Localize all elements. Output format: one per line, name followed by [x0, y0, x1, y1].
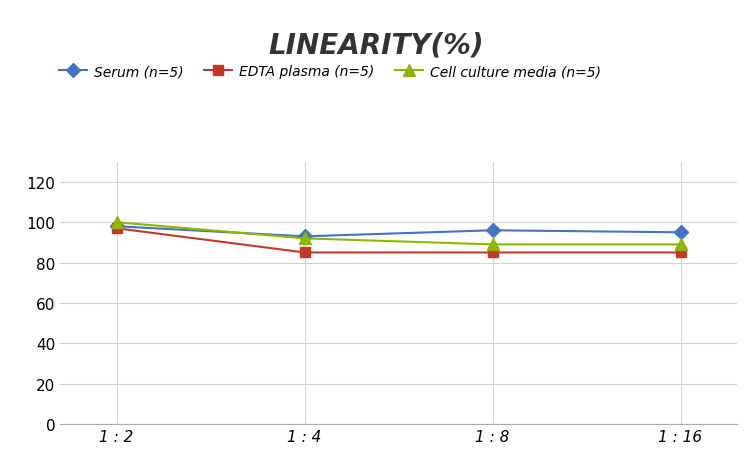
Line: Serum (n=5): Serum (n=5) [112, 222, 685, 242]
Legend: Serum (n=5), EDTA plasma (n=5), Cell culture media (n=5): Serum (n=5), EDTA plasma (n=5), Cell cul… [53, 60, 606, 84]
Cell culture media (n=5) [112, 220, 121, 226]
Line: Cell culture media (n=5): Cell culture media (n=5) [111, 217, 686, 250]
Cell culture media (n=5) [300, 236, 309, 242]
Cell culture media (n=5) [488, 242, 497, 248]
Serum (n=5) [488, 228, 497, 234]
EDTA plasma (n=5) [488, 250, 497, 256]
Serum (n=5) [676, 230, 685, 235]
Cell culture media (n=5) [676, 242, 685, 248]
Text: LINEARITY(%): LINEARITY(%) [268, 32, 484, 60]
EDTA plasma (n=5) [112, 226, 121, 231]
Line: EDTA plasma (n=5): EDTA plasma (n=5) [112, 224, 685, 258]
Serum (n=5) [300, 234, 309, 239]
EDTA plasma (n=5) [676, 250, 685, 256]
Serum (n=5) [112, 224, 121, 230]
EDTA plasma (n=5) [300, 250, 309, 256]
